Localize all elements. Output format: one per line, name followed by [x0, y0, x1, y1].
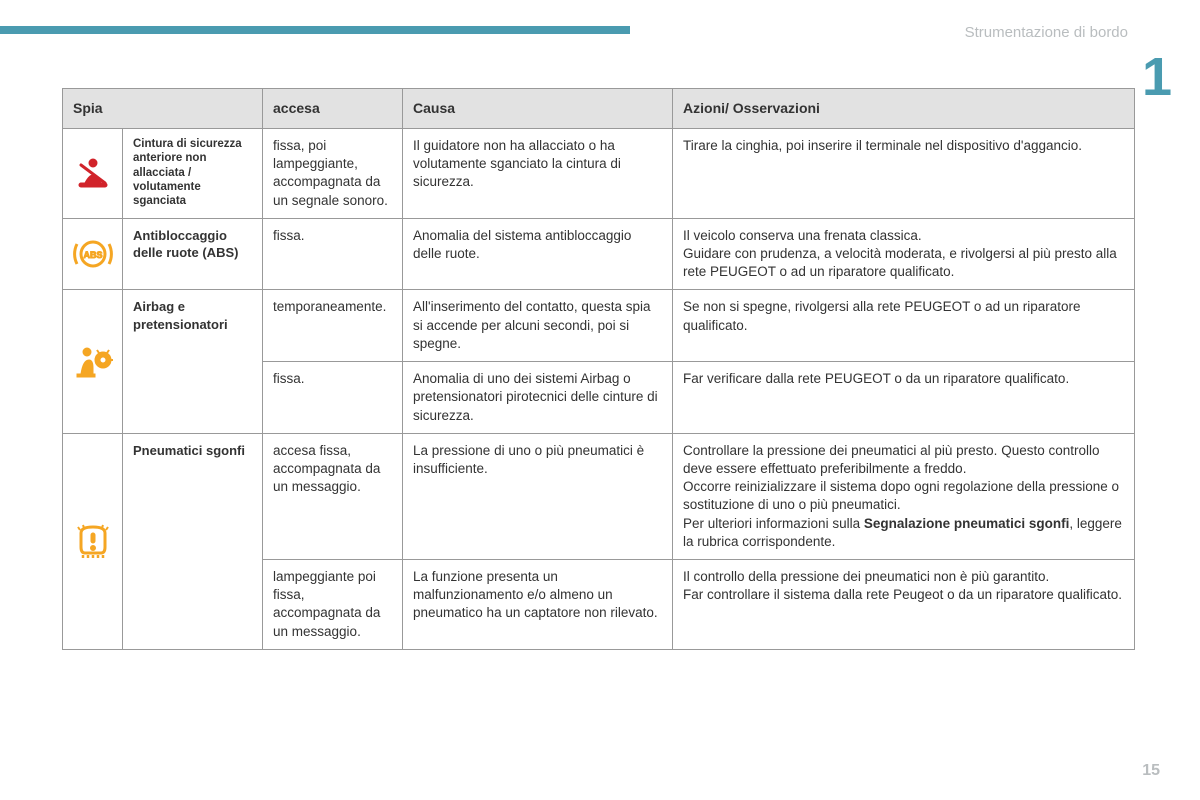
- table-row: Airbag e pretensionatoritemporaneamente.…: [63, 290, 1135, 362]
- spia-name: Antibloccaggio delle ruote (ABS): [123, 218, 263, 290]
- abs-icon: [73, 234, 113, 274]
- accesa-cell: fissa.: [263, 218, 403, 290]
- azioni-cell: Tirare la cinghia, poi inserire il termi…: [673, 128, 1135, 218]
- icon-cell: [63, 218, 123, 290]
- spia-name: Cintura di sicurezza anteriore non allac…: [123, 128, 263, 218]
- col-spia: Spia: [63, 89, 263, 129]
- col-azioni: Azioni/ Osservazioni: [673, 89, 1135, 129]
- spia-name: Pneumatici sgonfi: [123, 433, 263, 649]
- accent-bar: [0, 26, 630, 34]
- azioni-cell: Il veicolo conserva una frenata classica…: [673, 218, 1135, 290]
- page-number: 15: [1142, 762, 1160, 780]
- col-causa: Causa: [403, 89, 673, 129]
- causa-cell: Anomalia del sistema antibloccaggio dell…: [403, 218, 673, 290]
- accesa-cell: fissa, poi lampeggiante, accompagnata da…: [263, 128, 403, 218]
- airbag-icon: [73, 342, 113, 382]
- warning-lights-table: Spia accesa Causa Azioni/ Osservazioni C…: [62, 88, 1135, 650]
- spia-name: Airbag e pretensionatori: [123, 290, 263, 433]
- section-title: Strumentazione di bordo: [965, 24, 1128, 41]
- causa-cell: Il guidatore non ha allacciato o ha volu…: [403, 128, 673, 218]
- tpms-icon: [73, 521, 113, 561]
- azioni-cell: Controllare la pressione dei pneumatici …: [673, 433, 1135, 559]
- seatbelt-icon: [73, 153, 113, 193]
- chapter-number: 1: [1142, 50, 1172, 104]
- causa-cell: La funzione presenta un malfunzionamento…: [403, 560, 673, 650]
- icon-cell: [63, 128, 123, 218]
- table-row: Antibloccaggio delle ruote (ABS)fissa.An…: [63, 218, 1135, 290]
- accesa-cell: temporaneamente.: [263, 290, 403, 362]
- causa-cell: All'inserimento del contatto, questa spi…: [403, 290, 673, 362]
- azioni-cell: Il controllo della pressione dei pneumat…: [673, 560, 1135, 650]
- azioni-cell: Far verificare dalla rete PEUGEOT o da u…: [673, 362, 1135, 434]
- table-row: Pneumatici sgonfiaccesa fissa, accompagn…: [63, 433, 1135, 559]
- table-header-row: Spia accesa Causa Azioni/ Osservazioni: [63, 89, 1135, 129]
- accesa-cell: fissa.: [263, 362, 403, 434]
- causa-cell: La pressione di uno o più pneumatici è i…: [403, 433, 673, 559]
- icon-cell: [63, 290, 123, 433]
- col-accesa: accesa: [263, 89, 403, 129]
- azioni-cell: Se non si spegne, rivolgersi alla rete P…: [673, 290, 1135, 362]
- accesa-cell: lampeggiante poi fissa, accompagnata da …: [263, 560, 403, 650]
- icon-cell: [63, 433, 123, 649]
- warning-lights-table-wrap: Spia accesa Causa Azioni/ Osservazioni C…: [62, 88, 1134, 650]
- causa-cell: Anomalia di uno dei sistemi Airbag o pre…: [403, 362, 673, 434]
- accesa-cell: accesa fissa, accompagnata da un messagg…: [263, 433, 403, 559]
- table-row: Cintura di sicurezza anteriore non allac…: [63, 128, 1135, 218]
